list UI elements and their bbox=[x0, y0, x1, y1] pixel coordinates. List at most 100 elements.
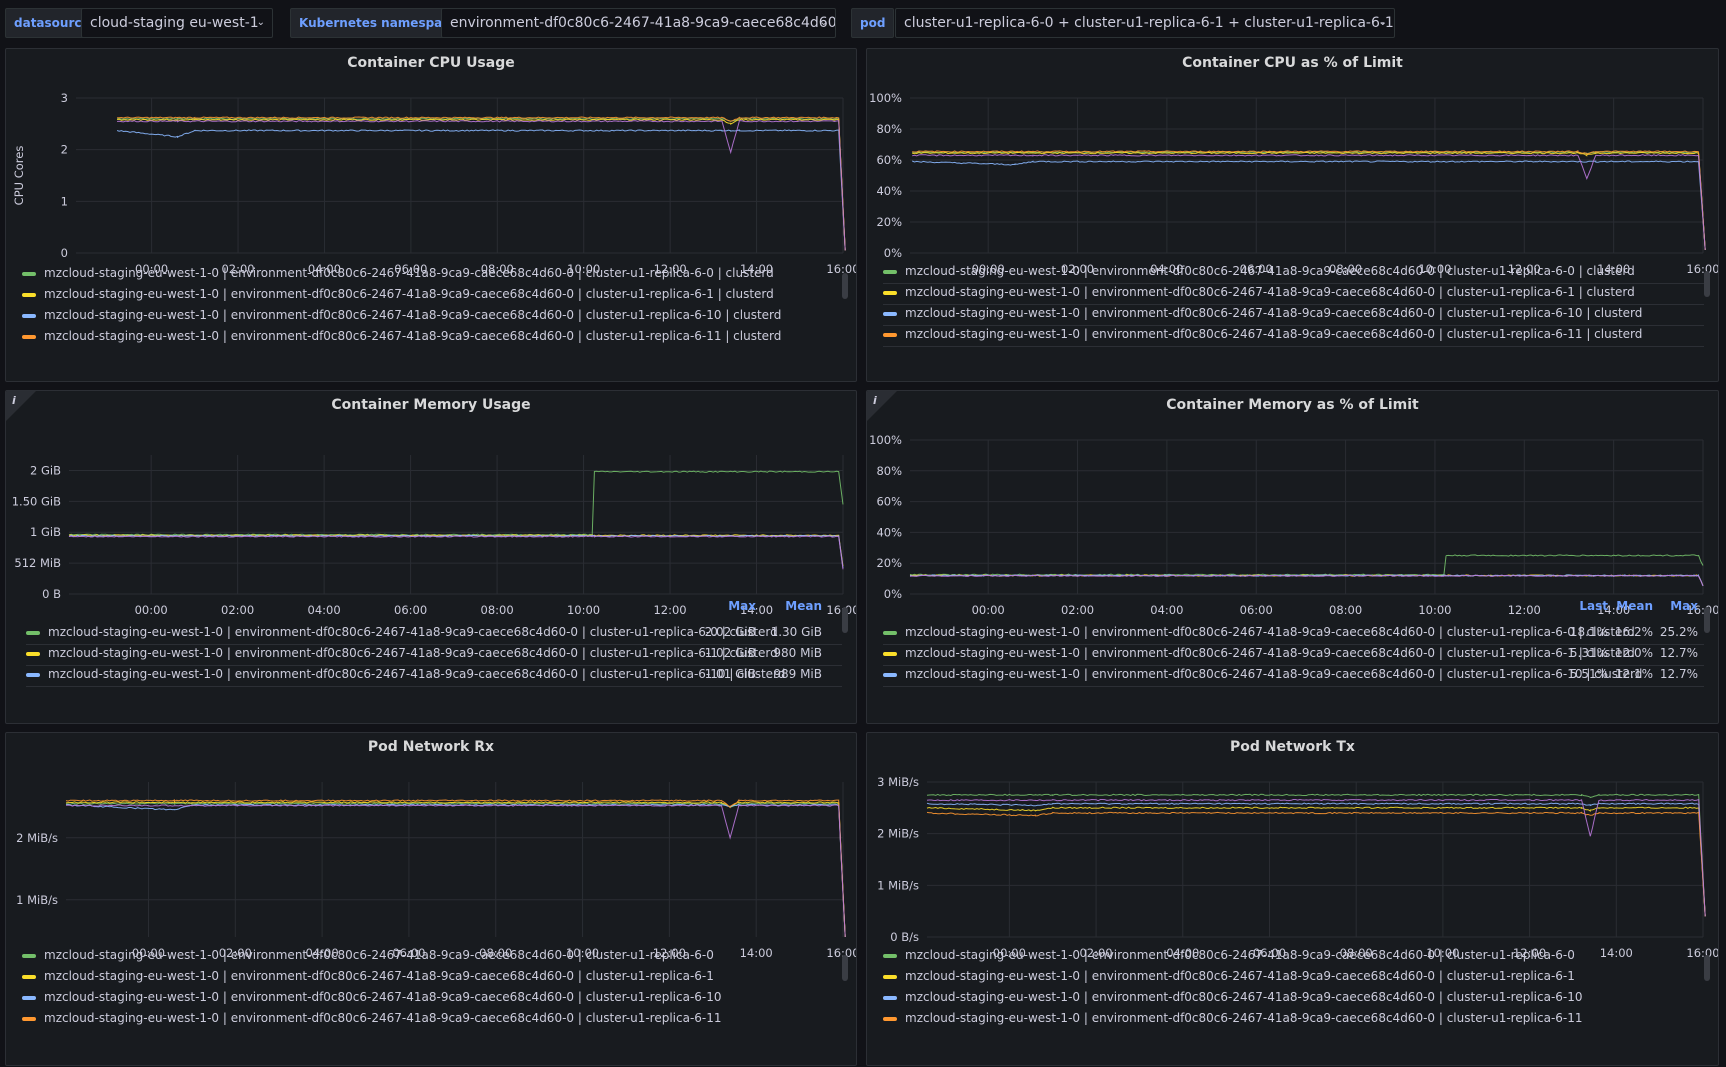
legend-header-mean[interactable]: Mean bbox=[1616, 599, 1653, 613]
y-tick-label: 60% bbox=[876, 153, 902, 167]
panel-info-corner[interactable] bbox=[6, 391, 36, 421]
series-line-purple[interactable] bbox=[66, 804, 846, 938]
legend-item[interactable]: mzcloud-staging-eu-west-1-0 | environmen… bbox=[883, 944, 1704, 967]
series-line-orange[interactable] bbox=[912, 150, 1706, 250]
var-select-namespace[interactable]: environment-df0c80c6-2467-41a8-9ca9-caec… bbox=[441, 8, 836, 38]
series-line-yellow[interactable] bbox=[117, 118, 846, 251]
legend-scrollbar[interactable] bbox=[842, 273, 848, 299]
legend-item[interactable]: mzcloud-staging-eu-west-1-0 | environmen… bbox=[883, 281, 1704, 305]
legend-item[interactable]: mzcloud-staging-eu-west-1-0 | environmen… bbox=[22, 262, 842, 285]
legend-header-max[interactable]: Max bbox=[1670, 599, 1698, 613]
y-tick-label: 2 MiB/s bbox=[16, 831, 58, 845]
y-tick-label: 3 bbox=[61, 91, 68, 105]
chart-pod-network-tx[interactable]: 0 B/s 1 MiB/s 2 MiB/s 3 MiB/s 00:00 02:00 04:0… bbox=[867, 733, 1719, 965]
panel-info-corner[interactable] bbox=[867, 391, 897, 421]
panel-pod-network-rx[interactable]: Pod Network Rx 1 MiB/s 2 MiB/s 00:00 02:00 04… bbox=[5, 732, 857, 1066]
y-tick-label: 40% bbox=[876, 184, 902, 198]
series-line-purple[interactable] bbox=[909, 574, 1704, 587]
series-line-blue[interactable] bbox=[926, 802, 1706, 917]
panel-title[interactable]: Pod Network Tx bbox=[1230, 739, 1355, 755]
legend-label: mzcloud-staging-eu-west-1-0 | environmen… bbox=[44, 329, 782, 343]
var-select-pod[interactable]: cluster-u1-replica-6-0 + cluster-u1-repl… bbox=[895, 8, 1395, 38]
legend-item[interactable]: mzcloud-staging-eu-west-1-0 | environmen… bbox=[883, 642, 1704, 666]
chart-container-cpu-usage[interactable]: 0 1 2 3 00:00 02:00 04:00 06:00 08:00 10:00 12:00 1… bbox=[6, 49, 857, 281]
series-line-green[interactable] bbox=[117, 117, 846, 251]
legend-swatch bbox=[883, 1017, 897, 1021]
series-line-yellow[interactable] bbox=[912, 151, 1706, 250]
legend-item[interactable]: mzcloud-staging-eu-west-1-0 | environmen… bbox=[883, 621, 1704, 645]
legend-scrollbar[interactable] bbox=[1704, 271, 1710, 297]
chart-container-memory-usage[interactable]: 0 B 512 MiB 1 GiB 1.50 GiB 2 GiB 00:00 02:00 04… bbox=[6, 391, 857, 623]
legend-item[interactable]: mzcloud-staging-eu-west-1-0 | environmen… bbox=[22, 304, 842, 327]
legend-item[interactable]: mzcloud-staging-eu-west-1-0 | environmen… bbox=[883, 986, 1704, 1009]
x-tick-label: 12:00 bbox=[653, 603, 686, 617]
y-tick-label: 1 GiB bbox=[30, 525, 61, 539]
x-tick-label: 00:00 bbox=[993, 946, 1026, 960]
panel-container-memory-as-of-limit[interactable]: i Container Memory as % of Limit 0% 20% 40% 6… bbox=[866, 390, 1719, 724]
y-tick-label: 2 MiB/s bbox=[877, 827, 919, 841]
panel-pod-network-tx[interactable]: Pod Network Tx 0 B/s 1 MiB/s 2 MiB/s 3 MiB/s… bbox=[866, 732, 1719, 1066]
series-line-orange[interactable] bbox=[926, 811, 1706, 917]
y-tick-label: 1 MiB/s bbox=[16, 893, 58, 907]
legend-item[interactable]: mzcloud-staging-eu-west-1-0 | environmen… bbox=[883, 260, 1704, 284]
legend-label: mzcloud-staging-eu-west-1-0 | environmen… bbox=[905, 1011, 1583, 1025]
series-line-yellow[interactable] bbox=[68, 533, 844, 567]
legend-header-last[interactable]: Last bbox=[1579, 599, 1608, 613]
series-line-green[interactable] bbox=[68, 470, 844, 536]
series-line-purple[interactable] bbox=[926, 798, 1706, 917]
legend-scrollbar[interactable] bbox=[842, 955, 848, 981]
series-line-green[interactable] bbox=[912, 151, 1706, 250]
chart-pod-network-rx[interactable]: 1 MiB/s 2 MiB/s 00:00 02:00 04:00 06:00 08:00 1… bbox=[6, 733, 857, 965]
x-tick-label: 12:00 bbox=[654, 262, 687, 276]
legend-item[interactable]: mzcloud-staging-eu-west-1-0 | environmen… bbox=[883, 663, 1704, 687]
legend-item[interactable]: mzcloud-staging-eu-west-1-0 | environmen… bbox=[22, 1007, 842, 1030]
legend-item[interactable]: mzcloud-staging-eu-west-1-0 | environmen… bbox=[26, 663, 842, 687]
panel-title[interactable]: Container Memory Usage bbox=[331, 397, 531, 413]
legend-item[interactable]: mzcloud-staging-eu-west-1-0 | environmen… bbox=[883, 965, 1704, 988]
series-line-orange[interactable] bbox=[117, 116, 846, 251]
panel-container-memory-usage[interactable]: i Container Memory Usage 0 B 512 MiB 1 GiB 1.… bbox=[5, 390, 857, 724]
legend-swatch bbox=[883, 270, 897, 274]
series-line-purple[interactable] bbox=[117, 120, 846, 251]
panel-title[interactable]: Container CPU Usage bbox=[347, 55, 515, 71]
series-line-green[interactable] bbox=[66, 802, 846, 938]
legend-scrollbar[interactable] bbox=[842, 607, 848, 633]
series-line-yellow[interactable] bbox=[926, 806, 1706, 917]
panel-container-cpu-as-of-limit[interactable]: Container CPU as % of Limit 0% 20% 40% 60% 80… bbox=[866, 48, 1719, 382]
info-icon[interactable]: i bbox=[12, 394, 16, 407]
legend-value: 18.1% bbox=[1569, 625, 1608, 639]
series-line-blue[interactable] bbox=[65, 803, 846, 938]
legend-header-max[interactable]: Max bbox=[728, 599, 756, 613]
chart-container-memory-as-of-limit[interactable]: 0% 20% 40% 60% 80% 100% 00:00 02:00 04:00 06:00 08… bbox=[867, 391, 1719, 623]
series-line-purple[interactable] bbox=[68, 535, 844, 570]
legend-item[interactable]: mzcloud-staging-eu-west-1-0 | environmen… bbox=[26, 642, 842, 666]
legend-item[interactable]: mzcloud-staging-eu-west-1-0 | environmen… bbox=[883, 1007, 1704, 1030]
y-tick-label: 1 MiB/s bbox=[877, 878, 919, 892]
panel-container-cpu-usage[interactable]: Container CPU Usage 0 1 2 3 00:00 02:00 04:00 06… bbox=[5, 48, 857, 382]
series-line-yellow[interactable] bbox=[65, 801, 846, 938]
series-line-purple[interactable] bbox=[912, 154, 1706, 250]
legend-item[interactable]: mzcloud-staging-eu-west-1-0 | environmen… bbox=[883, 323, 1704, 347]
legend-item[interactable]: mzcloud-staging-eu-west-1-0 | environmen… bbox=[26, 621, 842, 645]
legend-header-mean[interactable]: Mean bbox=[785, 599, 822, 613]
legend-item[interactable]: mzcloud-staging-eu-west-1-0 | environmen… bbox=[22, 965, 842, 988]
panel-title[interactable]: Container Memory as % of Limit bbox=[1166, 397, 1419, 413]
var-select-datasource[interactable]: cloud-staging eu-west-1 ⌄ bbox=[81, 8, 273, 38]
series-line-blue[interactable] bbox=[912, 160, 1706, 250]
series-line-green[interactable] bbox=[909, 554, 1704, 576]
legend-item[interactable]: mzcloud-staging-eu-west-1-0 | environmen… bbox=[22, 944, 842, 967]
legend-item[interactable]: mzcloud-staging-eu-west-1-0 | environmen… bbox=[22, 325, 842, 348]
panel-title[interactable]: Container CPU as % of Limit bbox=[1182, 55, 1403, 71]
series-line-blue[interactable] bbox=[116, 129, 846, 251]
series-line-green[interactable] bbox=[926, 793, 1706, 917]
legend-scrollbar[interactable] bbox=[1704, 955, 1710, 981]
legend-item[interactable]: mzcloud-staging-eu-west-1-0 | environmen… bbox=[22, 986, 842, 1009]
legend-value: 989 MiB bbox=[773, 667, 822, 681]
legend-item[interactable]: mzcloud-staging-eu-west-1-0 | environmen… bbox=[22, 283, 842, 306]
legend-item[interactable]: mzcloud-staging-eu-west-1-0 | environmen… bbox=[883, 302, 1704, 326]
legend-scrollbar[interactable] bbox=[1704, 607, 1710, 633]
chart-container-cpu-as-of-limit[interactable]: 0% 20% 40% 60% 80% 100% 00:00 02:00 04:00 06:00 08… bbox=[867, 49, 1719, 281]
info-icon[interactable]: i bbox=[873, 394, 877, 407]
panel-title[interactable]: Pod Network Rx bbox=[367, 739, 495, 755]
series-line-orange[interactable] bbox=[65, 798, 846, 938]
